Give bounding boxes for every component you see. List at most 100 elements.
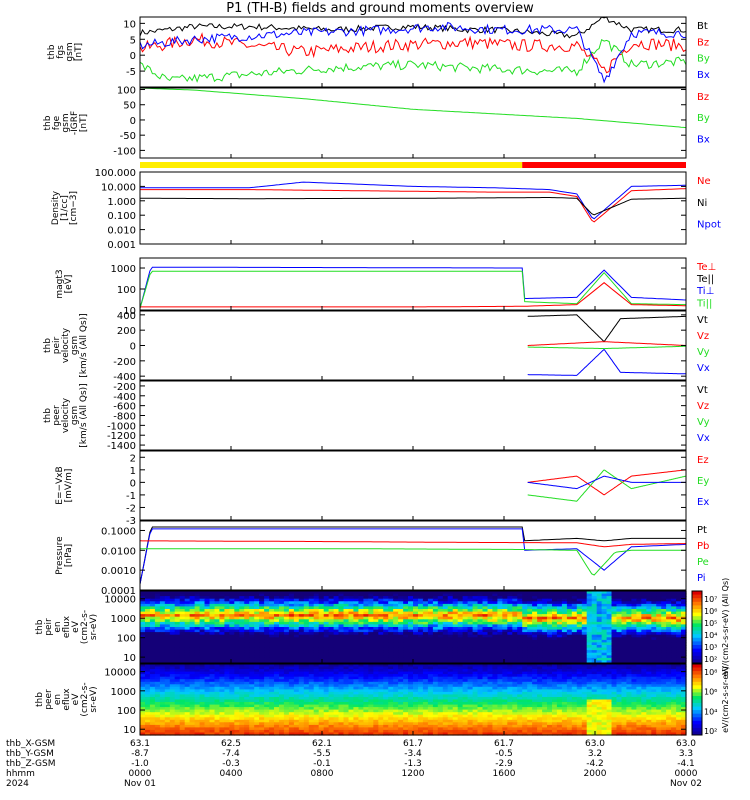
heatmap-cell xyxy=(145,676,151,680)
heatmap-cell xyxy=(224,616,230,620)
heatmap-cell xyxy=(383,689,389,693)
heatmap-cell xyxy=(482,664,489,668)
heatmap-cell xyxy=(611,591,618,595)
heatmap-cell xyxy=(452,684,459,688)
heatmap-cell xyxy=(427,609,434,613)
heatmap-cell xyxy=(398,671,404,675)
heatmap-cell xyxy=(313,645,320,649)
heatmap-cell xyxy=(279,624,285,628)
heatmap-cell xyxy=(522,603,528,608)
heatmap-cell xyxy=(378,660,384,664)
heatmap-cell xyxy=(542,637,548,641)
heatmap-cell xyxy=(338,650,345,654)
heatmap-cell xyxy=(611,629,618,633)
heatmap-cell xyxy=(447,664,454,668)
heatmap-cell xyxy=(661,697,667,701)
heatmap-cell xyxy=(154,681,161,685)
heatmap-cell xyxy=(383,614,389,618)
heatmap-cell xyxy=(303,660,310,664)
heatmap-cell xyxy=(616,606,623,610)
legend-by: By xyxy=(697,54,710,65)
heatmap-cell xyxy=(244,629,250,633)
heatmap-cell xyxy=(358,624,364,628)
heatmap-cell xyxy=(621,593,628,597)
heatmap-cell xyxy=(502,679,508,683)
heatmap-cell xyxy=(398,621,404,626)
y-tick-label: -1 xyxy=(126,491,136,502)
y-axis-label-line: velocity xyxy=(61,327,71,363)
heatmap-cell xyxy=(547,634,553,638)
heatmap-cell xyxy=(363,652,369,656)
heatmap-cell xyxy=(174,639,181,644)
heatmap-cell xyxy=(606,674,613,678)
heatmap-cell xyxy=(537,596,543,600)
heatmap-cell xyxy=(641,603,647,608)
heatmap-cell xyxy=(358,609,364,613)
heatmap-cell xyxy=(283,627,290,631)
heatmap-cell xyxy=(561,616,568,620)
heatmap-cell xyxy=(393,611,399,615)
heatmap-cell xyxy=(209,681,216,685)
heatmap-cell xyxy=(616,609,623,613)
heatmap-cell xyxy=(656,647,662,651)
heatmap-cell xyxy=(338,666,345,670)
heatmap-cell xyxy=(442,697,449,701)
heatmap-cell xyxy=(547,603,553,608)
heatmap-cell xyxy=(467,697,474,701)
heatmap-cell xyxy=(566,664,573,668)
heatmap-cell xyxy=(487,694,494,698)
heatmap-cell xyxy=(244,684,250,688)
heatmap-cell xyxy=(586,609,593,613)
heatmap-cell xyxy=(581,666,588,670)
heatmap-cell xyxy=(661,634,667,638)
heatmap-cell xyxy=(219,619,225,623)
heatmap-cell xyxy=(586,679,593,683)
heatmap-cell xyxy=(671,629,677,633)
heatmap-cell xyxy=(576,611,583,615)
heatmap-cell xyxy=(571,598,578,602)
heatmap-cell xyxy=(149,637,156,641)
heatmap-cell xyxy=(472,694,479,698)
heatmap-cell xyxy=(328,681,335,685)
heatmap-cell xyxy=(507,603,513,608)
heatmap-cell xyxy=(616,671,623,675)
heatmap-cell xyxy=(333,624,340,628)
heatmap-cell xyxy=(671,666,677,670)
heatmap-cell xyxy=(159,642,166,646)
heatmap-cell xyxy=(254,603,260,608)
heatmap-cell xyxy=(274,691,280,695)
heatmap-cell xyxy=(661,606,667,610)
heatmap-cell xyxy=(422,691,429,695)
heatmap-cell xyxy=(313,601,320,605)
heatmap-cell xyxy=(477,603,484,608)
heatmap-cell xyxy=(532,669,538,673)
heatmap-cell xyxy=(303,609,310,613)
heatmap-cell xyxy=(358,591,364,595)
heatmap-cell xyxy=(606,639,613,644)
heatmap-cell xyxy=(254,681,260,685)
heatmap-cell xyxy=(368,637,374,641)
heatmap-cell xyxy=(358,697,364,701)
heatmap-cell xyxy=(194,697,201,701)
heatmap-cell xyxy=(274,655,280,659)
heatmap-cell xyxy=(298,624,305,628)
heatmap-cell xyxy=(467,596,474,600)
colorbar-cell xyxy=(692,623,702,628)
heatmap-cell xyxy=(373,637,379,641)
heatmap-cell xyxy=(408,691,414,695)
heatmap-cell xyxy=(616,652,623,656)
heatmap-cell xyxy=(591,681,598,685)
heatmap-cell xyxy=(393,681,399,685)
heatmap-cell xyxy=(179,697,186,701)
heatmap-cell xyxy=(343,614,350,618)
heatmap-cell xyxy=(532,671,538,675)
heatmap-cell xyxy=(537,647,543,651)
heatmap-cell xyxy=(348,624,355,628)
heatmap-cell xyxy=(646,637,652,641)
heatmap-cell xyxy=(283,616,290,620)
heatmap-cell xyxy=(343,591,350,595)
heatmap-cell xyxy=(244,669,250,673)
heatmap-cell xyxy=(333,686,340,690)
heatmap-cell xyxy=(234,603,240,608)
